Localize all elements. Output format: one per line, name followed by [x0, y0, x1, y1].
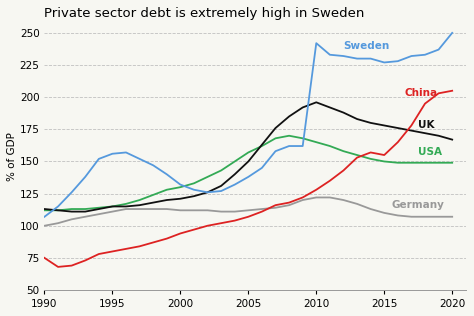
Text: USA: USA	[418, 148, 442, 157]
Text: UK: UK	[418, 120, 435, 131]
Text: Germany: Germany	[391, 200, 444, 210]
Text: Sweden: Sweden	[344, 41, 390, 51]
Text: Private sector debt is extremely high in Sweden: Private sector debt is extremely high in…	[45, 7, 365, 20]
Text: China: China	[405, 88, 438, 98]
Y-axis label: % of GDP: % of GDP	[7, 132, 17, 181]
